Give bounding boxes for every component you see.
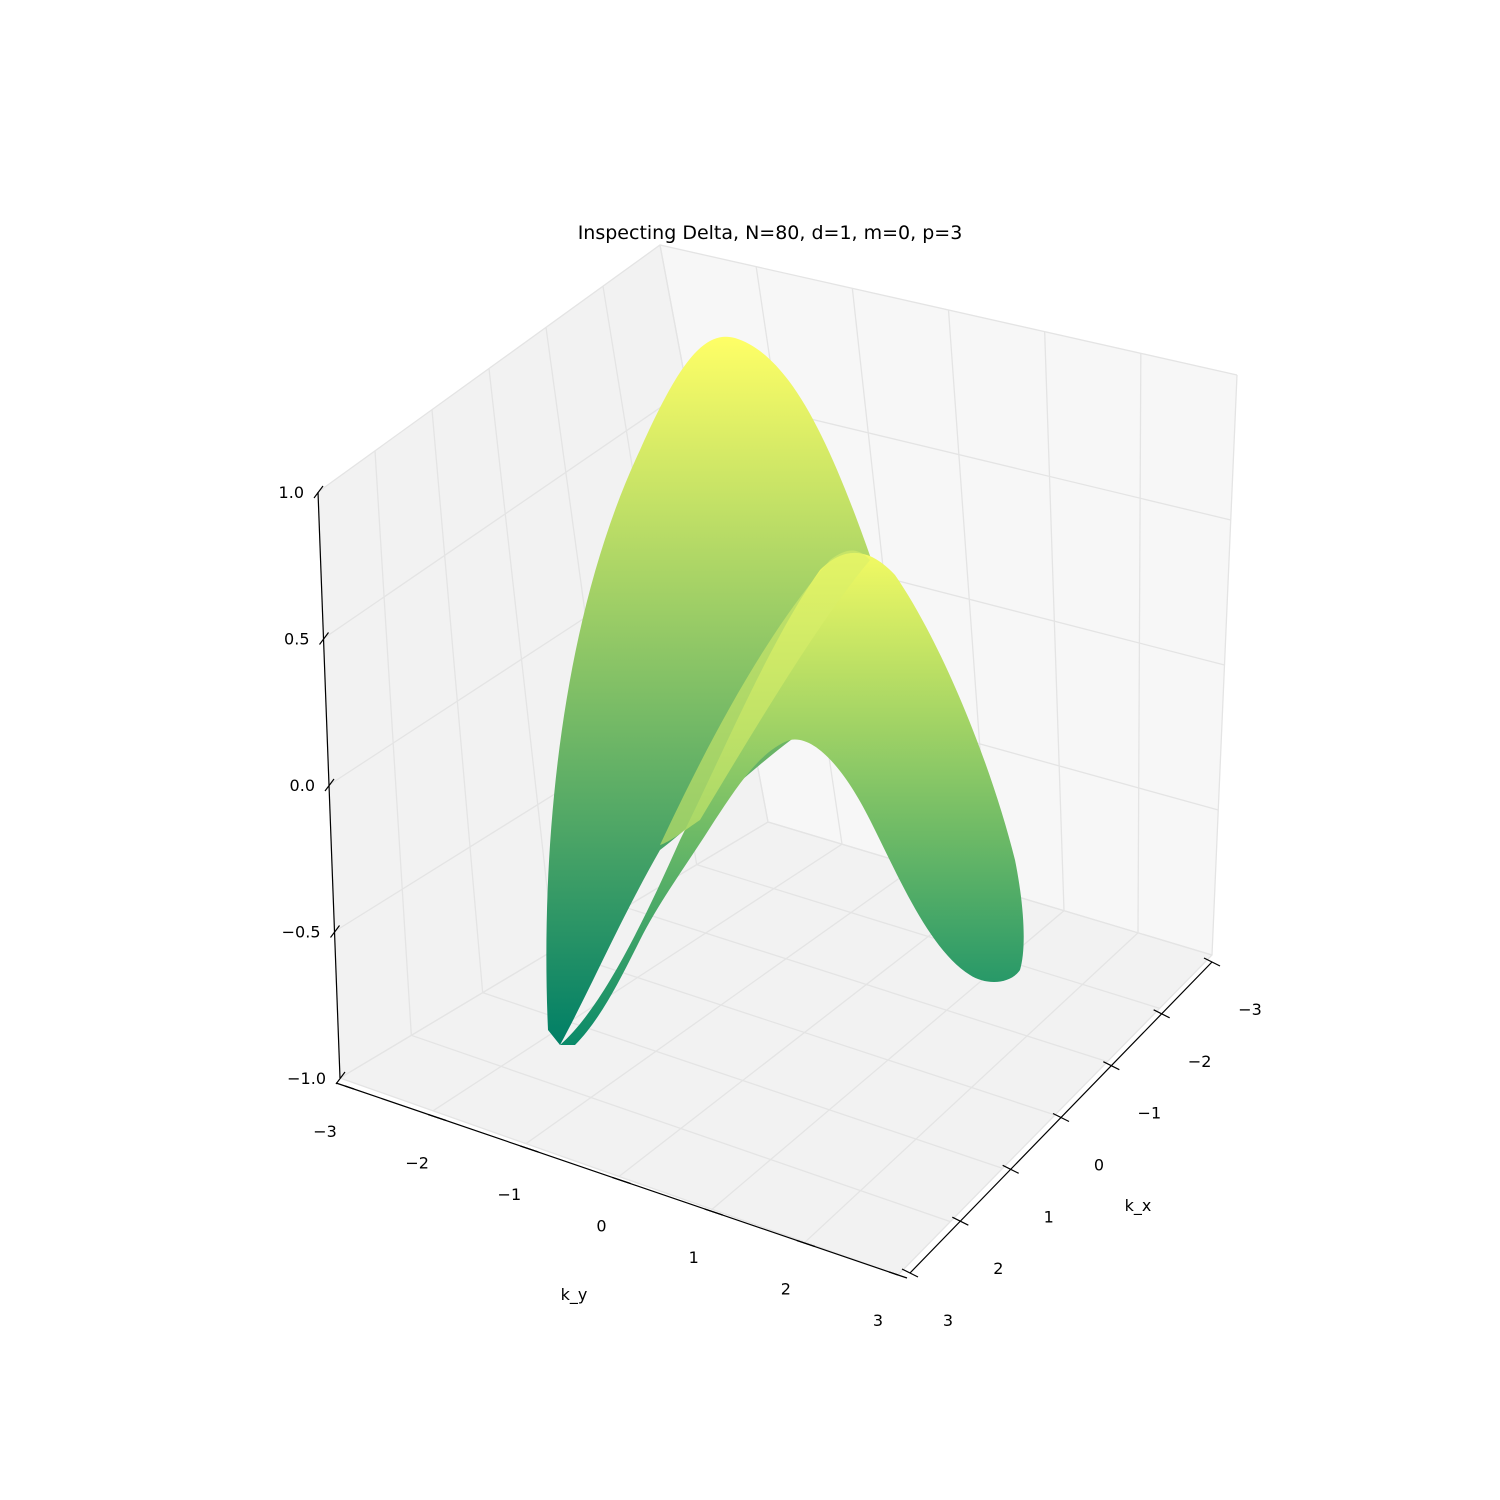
z-tick-label: 1.0 [279,483,304,502]
y-tick-label: −2 [405,1154,429,1173]
z-tick-mark [330,925,340,938]
y-tick-label: −1 [498,1185,522,1204]
x-tick-label: −3 [1238,1000,1262,1019]
y-tick-mark [520,1145,539,1153]
z-tick-mark [335,1071,346,1085]
z-tick-label: 0.5 [284,630,309,649]
x-tick-mark [1002,1164,1019,1174]
z-tick-label: 0.0 [290,776,315,795]
x-gridline [431,409,1003,1169]
y-tick-mark [796,1239,816,1248]
y-tick-mark [704,1208,723,1216]
tick-labels: −1.0 −0.5 0.0 0.5 1.0 −3 −2 −1 0 1 2 3 −3 −2 −1 0 1 2 3 [279,483,1262,1330]
y-tick-label: 3 [873,1311,883,1330]
z-tick-mark [319,632,329,645]
surface-highlight [660,550,870,845]
x-tick-mark [952,1216,969,1226]
x-tick-label: 2 [993,1259,1003,1278]
x-axis-title: k_x [1125,1196,1152,1216]
z-tick-label: −0.5 [282,923,321,942]
y-tick-label: −3 [313,1122,337,1141]
x-tick-label: 1 [1044,1207,1054,1226]
x-tick-label: −2 [1188,1052,1212,1071]
surface [546,336,1024,1046]
y-tick-label: 0 [596,1217,606,1236]
y-axis-title: k_y [561,1285,588,1305]
x-tick-mark [1203,957,1221,967]
surface-lobe-back [546,336,875,1046]
y-tick-label: 2 [781,1280,791,1299]
x-tick-mark [1103,1061,1120,1071]
x-tick-label: −1 [1138,1104,1162,1123]
z-tick-mark [313,485,324,499]
y-tick-mark [335,1082,355,1090]
y-tick-mark [612,1176,631,1185]
x-tick-mark [1153,1009,1170,1019]
y-tick-mark [427,1113,447,1122]
surface-lobe-front [560,552,1024,1045]
z-tick-mark [324,778,335,792]
y-tick-mark [888,1271,908,1279]
x-gridline [374,450,951,1223]
z-tick-label: −1.0 [287,1069,326,1088]
x-tick-label: 3 [943,1311,953,1330]
chart-title: Inspecting Delta, N=80, d=1, m=0, p=3 [578,222,963,244]
x-tick-mark [1052,1112,1070,1123]
x-tick-label: 0 [1094,1156,1104,1175]
tick-marks [313,485,1221,1279]
y-tick-label: 1 [689,1248,699,1267]
x-tick-mark [901,1268,919,1278]
